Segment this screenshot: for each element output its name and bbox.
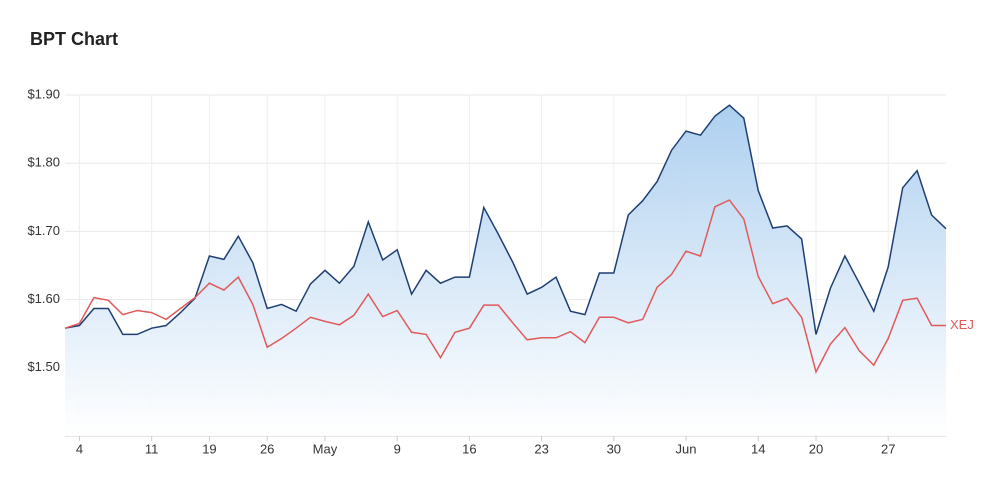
y-tick-label: $1.60 — [27, 291, 60, 306]
area — [65, 105, 946, 436]
x-tick-label: May — [313, 441, 338, 456]
x-tick-label: 11 — [145, 441, 159, 456]
y-tick-label: $1.80 — [27, 155, 60, 170]
series-label: XEJ — [950, 317, 974, 332]
y-tick-label: $1.70 — [27, 223, 60, 238]
chart-title: BPT Chart — [30, 29, 118, 49]
x-tick-label: Jun — [676, 441, 697, 456]
x-tick-label: 27 — [881, 441, 895, 456]
y-tick-label: $1.50 — [27, 359, 60, 374]
x-tick-label: 26 — [260, 441, 274, 456]
y-tick-label: $1.90 — [27, 86, 60, 101]
x-tick-label: 23 — [534, 441, 548, 456]
x-tick-label: 14 — [751, 441, 765, 456]
x-tick-label: 9 — [394, 441, 401, 456]
line — [64, 104, 947, 336]
x-tick-label: 4 — [76, 441, 83, 456]
line — [64, 199, 946, 374]
x-tick-label: 19 — [202, 441, 216, 456]
x-tick-label: 30 — [607, 441, 621, 456]
x-tick-label: 16 — [462, 441, 476, 456]
x-tick-label: 20 — [809, 441, 823, 456]
